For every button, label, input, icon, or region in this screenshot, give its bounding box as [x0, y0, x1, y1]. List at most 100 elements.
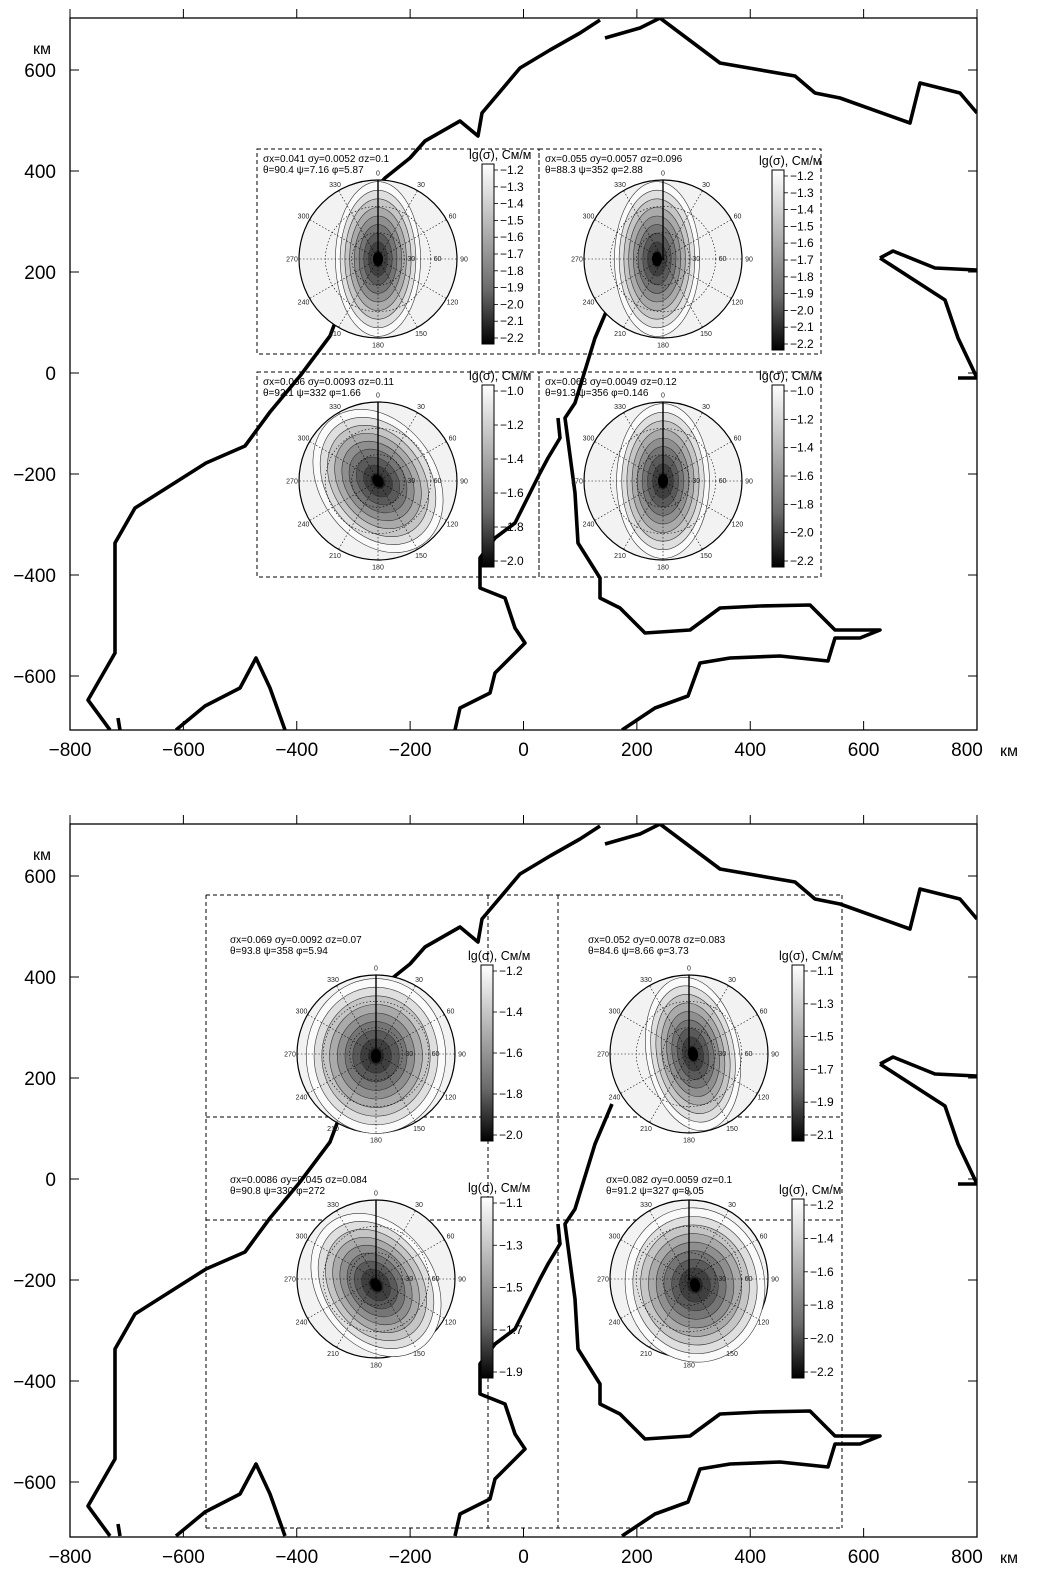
azimuth-label: 330: [329, 182, 341, 189]
y-unit-label: км: [33, 847, 51, 864]
coastline-segment: [174, 1462, 287, 1537]
azimuth-label: 210: [329, 553, 341, 560]
angle-annotation: θ=93.8 ψ=358 φ=5.94: [230, 946, 328, 957]
x-tick-label: 400: [734, 740, 766, 761]
y-tick-label: 400: [24, 162, 56, 183]
polar-spoke: [377, 190, 418, 260]
y-tick-label: 200: [24, 1069, 56, 1090]
colorbar-label: −1.9: [499, 1365, 523, 1379]
colorbar-title: lg(σ), См/м: [469, 148, 531, 162]
x-unit-label: км: [1000, 743, 1018, 760]
y-tick-label: −400: [13, 1372, 56, 1393]
azimuth-label: 270: [286, 479, 298, 486]
polar-spoke: [623, 480, 664, 550]
ring-label: 60: [432, 1051, 440, 1058]
polar-spoke: [620, 1014, 690, 1055]
colorbar-label: −1.6: [790, 469, 814, 483]
ring-label: 60: [434, 256, 442, 263]
ring-label: 30: [405, 1276, 413, 1283]
azimuth-label: 300: [583, 214, 595, 221]
azimuth-label: 330: [640, 977, 652, 984]
polar-spoke: [375, 1239, 445, 1280]
colorbar-label: −1.6: [499, 1046, 523, 1060]
colorbar-label: −1.7: [500, 247, 524, 261]
colorbar-bar: [481, 163, 495, 345]
azimuth-label: 90: [460, 257, 468, 264]
colorbar-label: −1.6: [500, 486, 524, 500]
polar-spoke: [375, 985, 416, 1055]
colorbar: −1.0 −1.2 −1.4 −1.6 −1.8 −2.0 −2.2 lg(σ), См/м: [759, 369, 821, 568]
sigma-annotation: σx=0.052 σy=0.0078 σz=0.083: [588, 935, 726, 946]
colorbar: −1.1 −1.3 −1.5 −1.7 −1.9 −2.1 lg(σ), См/м: [779, 949, 841, 1142]
polar-spoke: [375, 1210, 416, 1280]
colorbar-label: −1.7: [810, 1062, 834, 1076]
azimuth-label: 180: [683, 1138, 695, 1145]
colorbar-label: −1.0: [790, 384, 814, 398]
colorbar-label: −1.8: [790, 497, 814, 511]
colorbar-label: −1.7: [499, 1323, 523, 1337]
azimuth-label: 120: [758, 1320, 770, 1327]
colorbar-label: −1.4: [790, 441, 814, 455]
azimuth-label: 90: [458, 1052, 466, 1059]
polar-spoke: [338, 190, 379, 260]
polar-spoke: [649, 1053, 690, 1123]
azimuth-label: 210: [640, 1126, 652, 1133]
colorbar-bar: [771, 169, 785, 351]
polar-spoke: [309, 258, 379, 299]
x-tick-label: −400: [275, 740, 318, 761]
colorbar-bar: [480, 964, 494, 1142]
y-tick-label: −600: [13, 667, 56, 688]
polar-spoke: [309, 480, 379, 521]
ring-label: 60: [719, 256, 727, 263]
coastline-segment: [174, 656, 287, 730]
inset-box: [256, 148, 540, 355]
inset-box: [256, 371, 540, 578]
colorbar-label: −2.1: [790, 320, 814, 334]
y-tick-label: 200: [24, 263, 56, 284]
azimuth-label: 30: [415, 1202, 423, 1209]
polar-spoke: [649, 1278, 690, 1348]
polar-spoke: [377, 412, 418, 482]
angle-annotation: θ=90.8 ψ=330 φ=272: [230, 1186, 326, 1197]
colorbar-label: −1.4: [500, 452, 524, 466]
azimuth-label: 270: [597, 1277, 609, 1284]
polar-spoke: [623, 190, 664, 260]
map-panel-bottom: −800 −600 −400 −200 0 200 400 600 800 км600400200…: [13, 815, 1018, 1568]
ring-label: 30: [692, 256, 700, 263]
sigma-annotation: σx=0.066 σy=0.0093 σz=0.11: [263, 377, 394, 388]
sigma-annotation: σx=0.063 σy=0.0049 σz=0.12: [545, 377, 677, 388]
colorbar-label: −2.2: [790, 554, 814, 568]
ring-label: 60: [432, 1276, 440, 1283]
azimuth-label: 120: [445, 1320, 457, 1327]
colorbar-label: −1.3: [790, 186, 814, 200]
azimuth-label: 0: [661, 393, 665, 400]
y-tick-label: 400: [24, 968, 56, 989]
polar-spoke: [338, 412, 379, 482]
azimuth-label: 330: [327, 977, 339, 984]
azimuth-label: 90: [771, 1277, 779, 1284]
azimuth-label: 90: [745, 479, 753, 486]
azimuth-label: 300: [296, 1234, 308, 1241]
map-frame: [69, 17, 978, 731]
colorbar: −1.2 −1.3 −1.4 −1.5 −1.6 −1.7 −1.8 −1.9 −2.0 −2.1…: [759, 154, 821, 351]
polar-spoke: [309, 441, 379, 482]
polar-spoke: [662, 480, 732, 521]
polar-spoke: [377, 258, 418, 328]
colorbar-label: −2.2: [790, 337, 814, 351]
colorbar-label: −1.2: [500, 418, 524, 432]
polar-spoke: [620, 1053, 690, 1094]
azimuth-label: 240: [609, 1320, 621, 1327]
azimuth-label: 30: [728, 977, 736, 984]
angle-annotation: θ=84.6 ψ=8.66 φ=3.73: [588, 946, 689, 957]
polar-spoke: [688, 985, 729, 1055]
x-tick-label: 400: [734, 1547, 766, 1568]
azimuth-label: 300: [609, 1234, 621, 1241]
coastline-segment: [658, 824, 977, 931]
coastline-segment: [604, 824, 661, 846]
sigma-annotation: σx=0.055 σy=0.0057 σz=0.096: [545, 154, 683, 165]
colorbar-label: −1.4: [810, 1231, 834, 1245]
colorbar-label: −2.0: [810, 1332, 834, 1346]
azimuth-label: 300: [609, 1009, 621, 1016]
